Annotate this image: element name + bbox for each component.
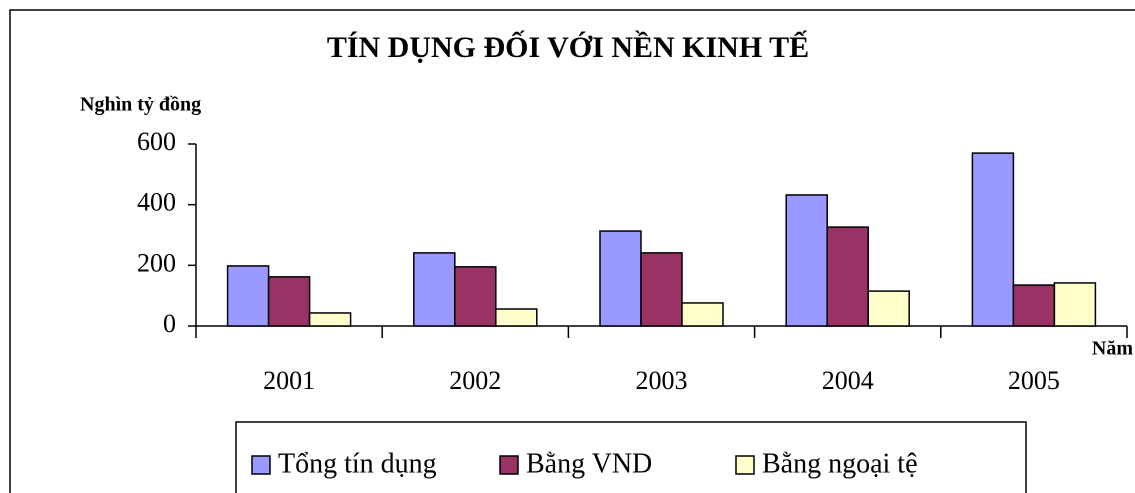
- bar: [226, 265, 270, 327]
- x-tick-label: 2004: [822, 366, 874, 395]
- bar: [785, 194, 828, 327]
- y-tick-label: 200: [137, 248, 176, 277]
- chart-frame: [9, 9, 1135, 493]
- y-tick-label: 0: [163, 309, 176, 338]
- legend-swatch: [251, 455, 271, 475]
- bar: [267, 276, 311, 327]
- y-tick-label: 600: [137, 127, 176, 156]
- bar: [308, 312, 352, 327]
- bar: [1012, 284, 1056, 327]
- chart-title: TÍN DỤNG ĐỐI VỚI NỀN KINH TẾ: [327, 30, 809, 64]
- x-tick-label: 2005: [1008, 366, 1060, 395]
- bar: [413, 252, 456, 327]
- legend-swatch: [735, 455, 755, 475]
- legend-swatch: [499, 455, 519, 475]
- bar: [640, 252, 683, 327]
- bar: [826, 226, 869, 327]
- x-axis-label: Năm: [1092, 338, 1133, 360]
- x-tick-label: 2002: [449, 366, 501, 395]
- bar: [971, 152, 1015, 327]
- y-tick-label: 400: [137, 188, 176, 217]
- legend-label: Bằng ngoại tệ: [762, 448, 918, 479]
- bar: [454, 266, 497, 327]
- bar: [1053, 282, 1097, 327]
- x-tick-label: 2001: [263, 366, 315, 395]
- legend-label: Bằng VND: [526, 448, 652, 479]
- y-axis-label: Nghìn tỷ đồng: [80, 94, 201, 116]
- legend-label: Tổng tín dụng: [278, 448, 437, 479]
- bar: [867, 290, 910, 327]
- legend-box: [235, 421, 1027, 493]
- bar: [599, 230, 642, 327]
- bar: [681, 302, 724, 327]
- bar: [495, 308, 538, 327]
- x-tick-label: 2003: [636, 366, 688, 395]
